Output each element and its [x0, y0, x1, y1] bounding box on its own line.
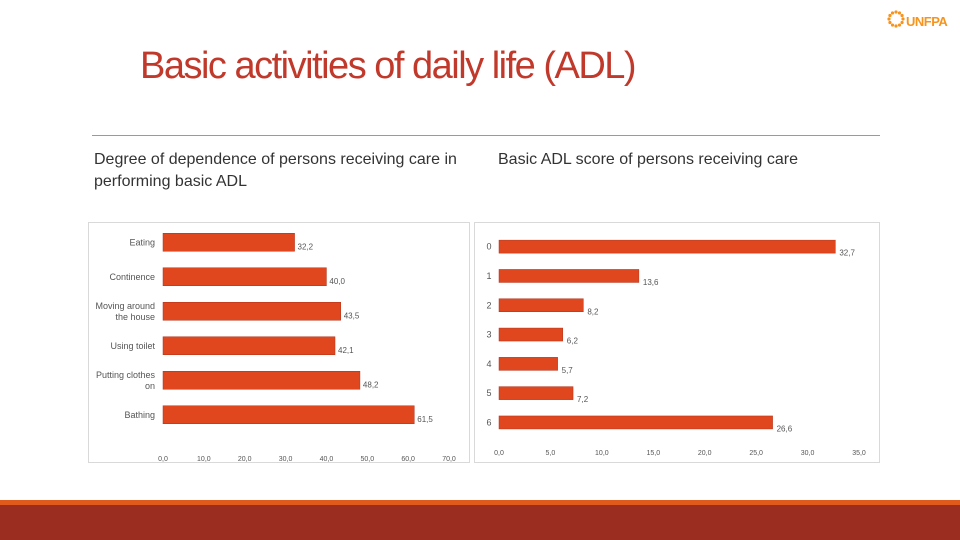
- category-label: 0: [486, 242, 491, 252]
- category-label: Putting clothes: [96, 370, 156, 380]
- tick-label: 25,0: [749, 450, 763, 457]
- category-label: Eating: [129, 237, 155, 247]
- category-label: Moving around: [95, 301, 155, 311]
- category-label: on: [145, 381, 155, 391]
- tick-label: 30,0: [279, 456, 293, 462]
- logo-dot: [894, 24, 898, 28]
- un-emblem-icon: [887, 10, 905, 28]
- chart-right-title: Basic ADL score of persons receiving car…: [498, 151, 798, 168]
- tick-label: 20,0: [238, 456, 252, 462]
- logo-dot: [890, 11, 895, 15]
- value-label: 26,6: [777, 424, 793, 433]
- bar: [162, 302, 341, 321]
- value-label: 42,1: [338, 346, 354, 355]
- bar: [498, 386, 574, 400]
- tick-label: 50,0: [360, 456, 374, 462]
- chart-left-title: Degree of dependence of persons receivin…: [94, 151, 457, 190]
- category-label: 4: [486, 359, 491, 369]
- value-label: 40,0: [329, 277, 345, 286]
- category-label: 3: [486, 330, 491, 340]
- category-label: Using toilet: [110, 341, 155, 351]
- category-label: the house: [115, 312, 155, 322]
- logo-text: UNFPA: [906, 14, 948, 29]
- unfpa-logo: UNFPA: [886, 6, 952, 36]
- logo-dot: [887, 17, 891, 21]
- value-label: 8,2: [587, 307, 599, 316]
- footer-accent-stripe: [0, 500, 960, 505]
- category-label: 5: [486, 388, 491, 398]
- logo-dot: [888, 13, 892, 18]
- value-label: 48,2: [363, 380, 379, 389]
- tick-label: 30,0: [801, 450, 815, 457]
- footer-band: [0, 500, 960, 540]
- tick-label: 60,0: [401, 456, 415, 462]
- bar: [498, 357, 558, 371]
- adl-score-bar-chart: 0 32,7 1 13,6 2 8,2 3 6,2 4 5,7 5 7,2 6 26,6 0,0 5,0 10,…: [474, 222, 880, 463]
- bar: [498, 269, 640, 283]
- bar: [162, 371, 361, 390]
- title-divider: [92, 135, 880, 136]
- bar: [498, 298, 584, 312]
- tick-label: 35,0: [852, 450, 866, 457]
- logo-dot: [901, 17, 905, 21]
- value-label: 43,5: [344, 311, 360, 320]
- value-label: 6,2: [567, 337, 579, 346]
- bar: [162, 233, 295, 252]
- logo-dot: [900, 13, 904, 18]
- bar: [162, 267, 327, 286]
- tick-label: 40,0: [320, 456, 334, 462]
- tick-label: 15,0: [646, 450, 660, 457]
- value-label: 61,5: [417, 415, 433, 424]
- logo-dot: [900, 20, 904, 25]
- category-label: 6: [486, 417, 491, 427]
- bar: [498, 415, 773, 430]
- bar: [162, 405, 415, 424]
- logo-dot: [897, 23, 902, 27]
- category-label: 2: [486, 300, 491, 310]
- page-title: Basic activities of daily life (ADL): [140, 45, 637, 87]
- category-label: Continence: [109, 272, 155, 282]
- tick-label: 70,0: [442, 456, 456, 462]
- value-label: 32,2: [298, 242, 314, 251]
- dependence-bar-chart: Eating 32,2 Continence 40,0 Moving around the…: [88, 222, 470, 463]
- logo-dot: [888, 20, 892, 25]
- tick-label: 0,0: [494, 450, 504, 457]
- logo-dot: [894, 10, 898, 14]
- bar: [498, 327, 564, 342]
- bar: [498, 239, 836, 254]
- tick-label: 20,0: [698, 450, 712, 457]
- tick-label: 5,0: [546, 450, 556, 457]
- category-label: Bathing: [124, 410, 155, 420]
- logo-dot: [897, 11, 902, 15]
- tick-label: 10,0: [595, 450, 609, 457]
- logo-dot: [890, 23, 895, 27]
- value-label: 13,6: [643, 278, 659, 287]
- value-label: 5,7: [562, 366, 574, 375]
- bar: [162, 336, 336, 355]
- tick-label: 10,0: [197, 456, 211, 462]
- value-label: 32,7: [839, 249, 855, 258]
- value-label: 7,2: [577, 395, 589, 404]
- tick-label: 0,0: [158, 456, 168, 462]
- category-label: 1: [486, 271, 491, 281]
